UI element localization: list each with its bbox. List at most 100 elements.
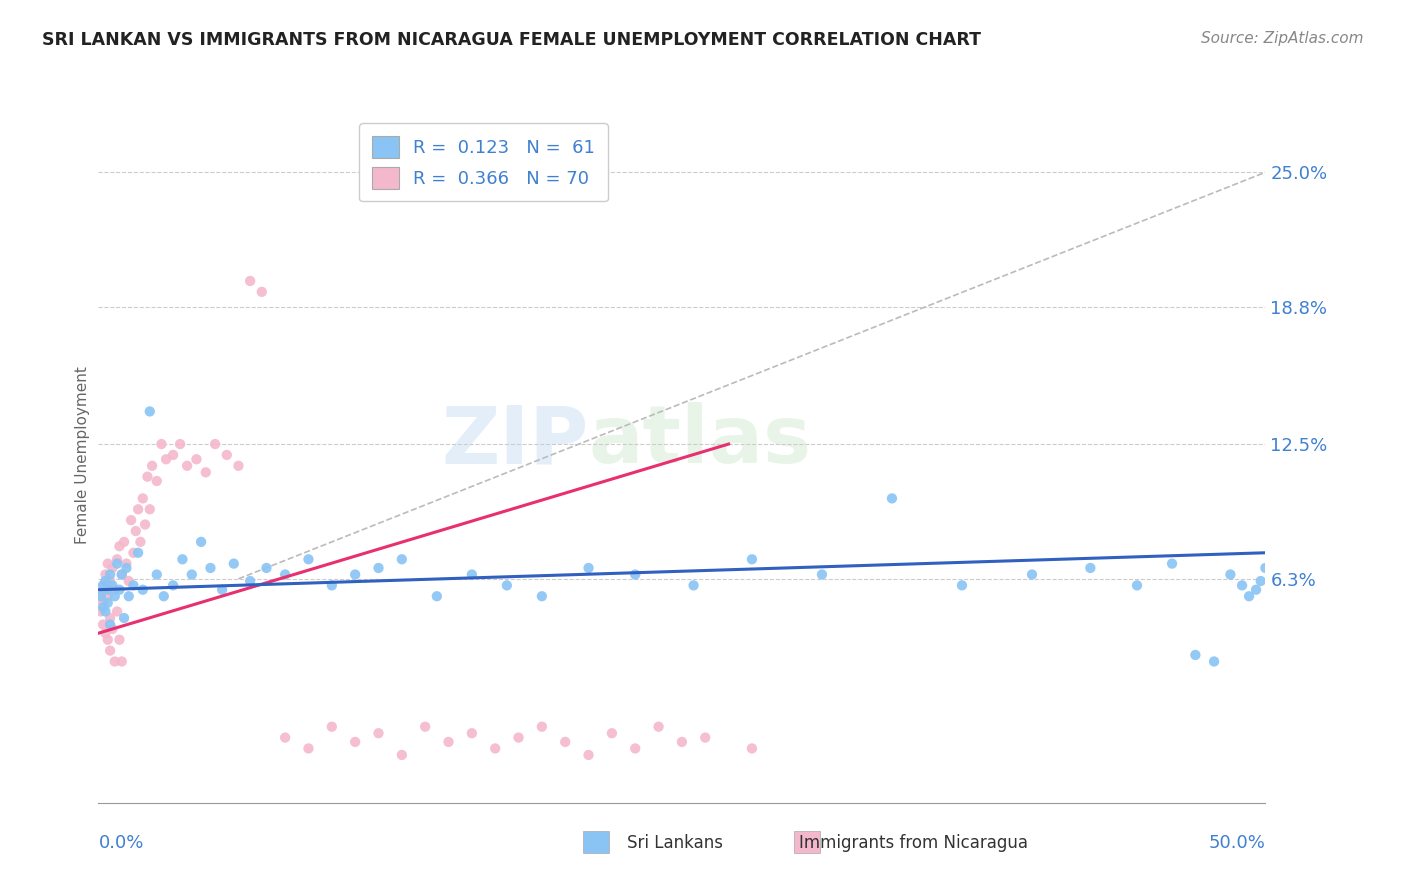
Point (94, 567, 117, 582)
Point (98, 611, 121, 625)
Point (169, 437, 191, 451)
Point (186, 452, 208, 467)
Point (97, 632, 120, 647)
Point (256, 561, 278, 575)
Point (1219, 567, 1241, 582)
Point (1021, 567, 1043, 582)
Point (111, 567, 134, 582)
Point (112, 611, 135, 625)
Text: SRI LANKAN VS IMMIGRANTS FROM NICARAGUA FEMALE UNEMPLOYMENT CORRELATION CHART: SRI LANKAN VS IMMIGRANTS FROM NICARAGUA … (42, 31, 981, 49)
Point (239, 574, 262, 588)
Point (367, 726, 389, 740)
Text: ZIP: ZIP (441, 402, 589, 480)
Point (125, 524, 148, 538)
Point (91, 578, 114, 592)
Point (321, 578, 343, 592)
Point (484, 741, 506, 756)
Point (950, 578, 973, 592)
Point (1230, 578, 1253, 592)
Point (105, 557, 128, 571)
Point (274, 731, 297, 745)
Point (90, 589, 112, 603)
Point (111, 567, 134, 582)
Point (98, 574, 121, 588)
Point (101, 622, 124, 636)
Text: 50.0%: 50.0% (1209, 834, 1265, 852)
Point (118, 589, 141, 603)
Point (180, 567, 202, 582)
Point (344, 735, 367, 749)
Point (530, 720, 553, 734)
Point (115, 557, 138, 571)
Point (146, 474, 169, 488)
Point (134, 517, 156, 532)
Point (204, 437, 226, 451)
Point (695, 731, 717, 745)
Point (132, 582, 155, 597)
Point (132, 491, 155, 506)
Point (139, 502, 162, 516)
Point (1237, 589, 1260, 603)
Point (530, 589, 553, 603)
Point (461, 567, 484, 582)
Point (162, 578, 184, 592)
Point (120, 513, 142, 527)
Point (344, 567, 367, 582)
Point (367, 561, 389, 575)
Point (94, 574, 117, 588)
Point (101, 578, 124, 592)
Point (97, 557, 120, 571)
Point (741, 552, 763, 566)
Text: Sri Lankans: Sri Lankans (627, 834, 723, 852)
Point (600, 726, 623, 740)
Point (222, 557, 245, 571)
Point (1161, 557, 1184, 571)
Point (146, 567, 169, 582)
Point (495, 578, 517, 592)
Point (211, 582, 233, 597)
Point (578, 747, 600, 762)
Point (1184, 648, 1206, 662)
Point (250, 285, 273, 299)
Point (97, 596, 120, 610)
Point (461, 726, 484, 740)
Point (811, 567, 834, 582)
Point (671, 735, 693, 749)
Point (391, 552, 413, 566)
Point (274, 567, 297, 582)
Point (194, 466, 217, 480)
Text: atlas: atlas (589, 402, 811, 480)
Point (136, 469, 159, 483)
Point (90, 589, 112, 603)
Point (437, 735, 460, 749)
Point (105, 605, 128, 619)
Point (98, 643, 121, 657)
Point (94, 582, 117, 597)
Point (91, 617, 114, 632)
Legend: R =  0.123   N =  61, R =  0.366   N = 70: R = 0.123 N = 61, R = 0.366 N = 70 (359, 123, 607, 202)
Point (127, 502, 149, 516)
Point (104, 589, 127, 603)
Point (91, 600, 114, 615)
Point (1126, 578, 1149, 592)
Point (190, 534, 212, 549)
Point (426, 589, 449, 603)
Point (127, 546, 149, 560)
Point (129, 534, 152, 549)
Point (97, 582, 120, 597)
Point (118, 574, 141, 588)
Point (104, 655, 127, 669)
Point (1080, 561, 1102, 575)
Point (91, 596, 114, 610)
Point (152, 589, 174, 603)
Point (101, 561, 124, 575)
Text: Source: ZipAtlas.com: Source: ZipAtlas.com (1201, 31, 1364, 46)
Point (104, 582, 127, 597)
Point (682, 578, 704, 592)
Point (139, 404, 162, 418)
Point (413, 720, 436, 734)
Y-axis label: Female Unemployment: Female Unemployment (75, 366, 90, 544)
Point (624, 567, 647, 582)
Point (176, 458, 198, 473)
Point (741, 741, 763, 756)
